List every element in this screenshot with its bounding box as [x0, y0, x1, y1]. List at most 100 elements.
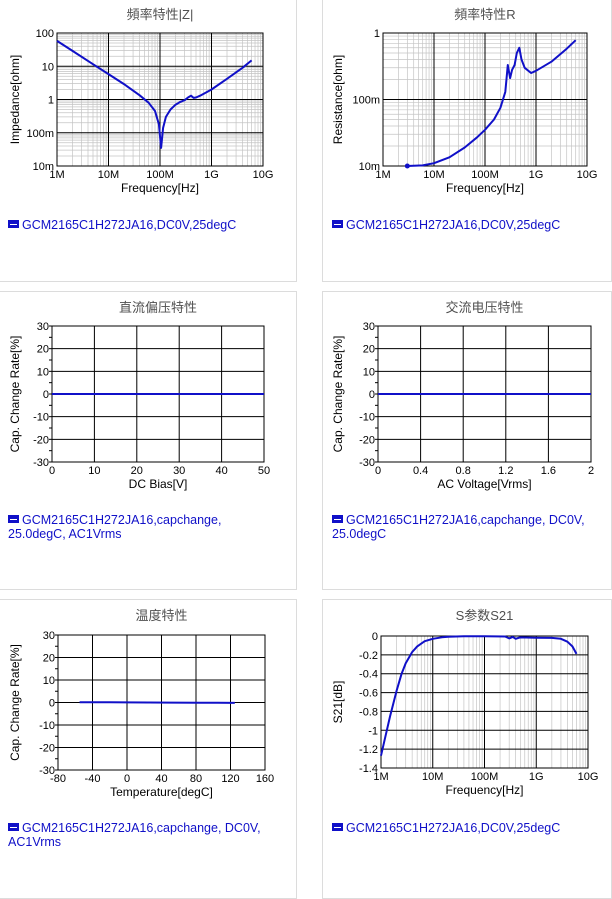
- x-tick-label: 160: [256, 773, 274, 785]
- x-axis-label: DC Bias[V]: [129, 477, 188, 491]
- impedance-chart: 頻率特性|Z| 1M 10M 100M 1G 10G 10m 100m 1 10 100 Freque…: [8, 7, 274, 195]
- legend-swatch-icon: [332, 823, 343, 831]
- series-line: [407, 39, 577, 167]
- chart-grid: [380, 635, 589, 769]
- chart-legend[interactable]: GCM2165C1H272JA16,capchange, DC0V, 25.0d…: [332, 513, 604, 541]
- y-tick-label: -10: [33, 412, 49, 424]
- ac-voltage-chart: 交流电压特性 0 0.4 0.8 1.2 1.6 2 -30 -20 -10 0 10 20 30 AC V…: [331, 300, 594, 491]
- chart-panel-ac-voltage: 交流电压特性 0 0.4 0.8 1.2 1.6 2 -30 -20 -10 0 10 20 30 AC V…: [322, 291, 612, 590]
- legend-label: GCM2165C1H272JA16,DC0V,25degC: [22, 218, 237, 232]
- legend-swatch-icon: [8, 220, 19, 228]
- chart-legend[interactable]: GCM2165C1H272JA16,DC0V,25degC: [332, 218, 610, 232]
- y-tick-label: 0: [49, 698, 55, 710]
- x-tick-label: 100M: [146, 169, 174, 181]
- y-axis-label: Cap. Change Rate[%]: [331, 336, 345, 453]
- chart-legend[interactable]: GCM2165C1H272JA16,DC0V,25degC: [8, 218, 293, 232]
- data-point: [404, 163, 410, 169]
- y-tick-label: 20: [43, 653, 55, 665]
- x-axis-label: Frequency[Hz]: [446, 181, 524, 195]
- x-tick-label: 1G: [204, 169, 219, 181]
- x-tick-label: 20: [131, 465, 143, 477]
- legend-swatch-icon: [8, 515, 19, 523]
- y-axis-label: Cap. Change Rate[%]: [8, 336, 22, 453]
- y-axis-label: Cap. Change Rate[%]: [8, 644, 22, 761]
- y-tick-label: -10: [359, 412, 375, 424]
- plot-area: [382, 32, 588, 167]
- x-axis-label: Temperature[degC]: [110, 785, 213, 799]
- x-tick-label: 1G: [529, 771, 544, 783]
- x-tick-label: -80: [50, 773, 66, 785]
- legend-label: GCM2165C1H272JA16,DC0V,25degC: [346, 821, 561, 835]
- x-tick-label: 0: [375, 465, 381, 477]
- x-tick-label: 10G: [577, 169, 598, 181]
- y-tick-label: -0.2: [359, 650, 378, 662]
- chart-panel-dc-bias: 直流偏压特性 0 10 20 30 40 50 -30 -20 -10 0 10 20 30 DC Bias…: [0, 291, 297, 590]
- x-tick-label: 0.8: [456, 465, 471, 477]
- x-tick-label: -40: [85, 773, 101, 785]
- x-tick-label: 0.4: [413, 465, 428, 477]
- s21-chart: S参数S21 1M 10M 100M 1G 10G -1.4 -1.2 -1 -0.8 -0.6 -0…: [331, 608, 599, 797]
- x-tick-label: 100M: [471, 169, 499, 181]
- temperature-chart: 温度特性 -80 -40 0 40 80 120 160 -30 -20 -10 0 10 20 30 Tem…: [8, 608, 274, 799]
- y-tick-label: -20: [39, 743, 55, 755]
- chart-legend[interactable]: GCM2165C1H272JA16,capchange, DC0V, AC1Vr…: [8, 821, 283, 849]
- legend-swatch-icon: [332, 220, 343, 228]
- y-tick-label: -1.2: [359, 744, 378, 756]
- chart-panel-impedance: 頻率特性|Z| 1M 10M 100M 1G 10G 10m 100m 1 10 100 Freque…: [0, 0, 297, 282]
- y-tick-label: 10m: [359, 161, 380, 173]
- x-tick-label: 0: [124, 773, 130, 785]
- legend-label: GCM2165C1H272JA16,capchange, DC0V, AC1Vr…: [8, 821, 261, 849]
- x-tick-label: 10M: [423, 169, 444, 181]
- chart-title: 頻率特性|Z|: [127, 7, 194, 22]
- chart-panel-temperature: 温度特性 -80 -40 0 40 80 120 160 -30 -20 -10 0 10 20 30 Tem…: [0, 599, 297, 899]
- y-tick-label: 20: [37, 344, 49, 356]
- legend-swatch-icon: [8, 823, 19, 831]
- chart-panel-s21: S参数S21 1M 10M 100M 1G 10G -1.4 -1.2 -1 -0.8 -0.6 -0…: [322, 599, 612, 899]
- y-tick-label: -1: [368, 725, 378, 737]
- x-tick-label: 1M: [375, 169, 390, 181]
- chart-legend[interactable]: GCM2165C1H272JA16,capchange, 25.0degC, A…: [8, 513, 278, 541]
- resistance-chart: 頻率特性R 1M 10M 100M 1G 10G 10m 100m 1 Frequency[Hz]…: [331, 7, 598, 195]
- chart-legend[interactable]: GCM2165C1H272JA16,DC0V,25degC: [332, 821, 604, 835]
- legend-label: GCM2165C1H272JA16,capchange, 25.0degC, A…: [8, 513, 222, 541]
- y-tick-label: 1: [48, 95, 54, 107]
- y-tick-label: 10: [42, 61, 54, 73]
- y-tick-label: 0: [372, 631, 378, 643]
- y-tick-label: 100m: [26, 128, 54, 140]
- x-axis-label: AC Voltage[Vrms]: [437, 477, 531, 491]
- x-tick-label: 1G: [529, 169, 544, 181]
- y-tick-label: 30: [363, 321, 375, 333]
- chart-panel-resistance: 頻率特性R 1M 10M 100M 1G 10G 10m 100m 1 Frequency[Hz]…: [322, 0, 612, 282]
- y-tick-label: -0.6: [359, 688, 378, 700]
- legend-label: GCM2165C1H272JA16,DC0V,25degC: [346, 218, 561, 232]
- x-axis-label: Frequency[Hz]: [445, 783, 523, 797]
- x-axis-label: Frequency[Hz]: [121, 181, 199, 195]
- x-tick-label: 1M: [373, 771, 388, 783]
- y-tick-label: 20: [363, 344, 375, 356]
- y-tick-label: 30: [43, 630, 55, 642]
- y-tick-label: 1: [374, 28, 380, 40]
- plot-area: [56, 32, 264, 167]
- y-tick-label: -1.4: [359, 763, 378, 775]
- y-tick-label: -30: [33, 457, 49, 469]
- chart-title: 直流偏压特性: [119, 300, 197, 315]
- y-tick-label: -30: [39, 765, 55, 777]
- x-tick-label: 1.6: [541, 465, 556, 477]
- y-tick-label: -20: [359, 434, 375, 446]
- x-tick-label: 10G: [253, 169, 274, 181]
- y-axis-label: Impedance[ohm]: [8, 55, 22, 144]
- chart-title: S参数S21: [456, 608, 514, 623]
- y-tick-label: 0: [369, 389, 375, 401]
- x-tick-label: 10G: [578, 771, 599, 783]
- y-tick-label: 10: [363, 366, 375, 378]
- chart-title: 交流电压特性: [445, 300, 523, 315]
- y-tick-label: 100: [36, 28, 54, 40]
- x-tick-label: 1.2: [498, 465, 513, 477]
- legend-label: GCM2165C1H272JA16,capchange, DC0V, 25.0d…: [332, 513, 585, 541]
- x-tick-label: 30: [173, 465, 185, 477]
- series-line: [56, 40, 253, 149]
- x-tick-label: 10M: [98, 169, 119, 181]
- y-tick-label: 30: [37, 321, 49, 333]
- y-tick-label: -0.8: [359, 706, 378, 718]
